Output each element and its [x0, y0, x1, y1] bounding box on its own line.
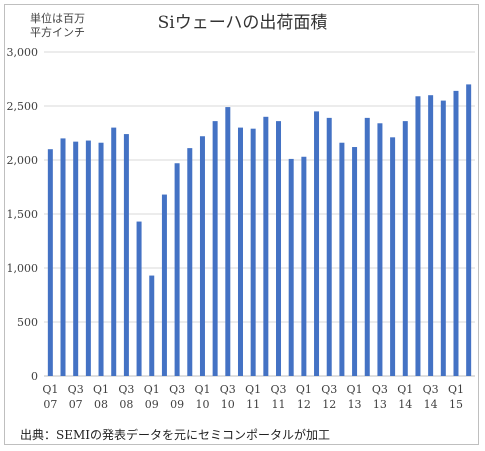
bar: [237, 127, 243, 376]
x-tick-label-year: 09: [170, 398, 184, 411]
bar: [364, 117, 370, 376]
bar: [415, 96, 421, 376]
bar: [174, 163, 180, 376]
x-tick-label-quarter: Q1: [296, 383, 312, 396]
y-tick-label: 2,000: [7, 154, 39, 167]
unit-label: 単位は百万 平方インチ: [30, 12, 120, 40]
bar: [301, 156, 307, 376]
x-tick-label-year: 12: [322, 398, 336, 411]
x-tick-label-year: 14: [398, 398, 412, 411]
x-tick-label-year: 11: [246, 398, 260, 411]
x-tick-label-year: 14: [424, 398, 438, 411]
x-tick-label-quarter: Q3: [169, 383, 185, 396]
x-tick-label-quarter: Q3: [68, 383, 84, 396]
bar: [326, 117, 332, 376]
x-tick-label-quarter: Q3: [321, 383, 337, 396]
bar: [199, 136, 205, 376]
bar: [47, 149, 53, 376]
y-tick-label: 2,500: [7, 100, 39, 113]
bar: [288, 158, 294, 376]
bar: [314, 111, 320, 377]
x-tick-label-year: 07: [43, 398, 57, 411]
x-tick-label-year: 07: [69, 398, 83, 411]
y-tick-label: 1,000: [7, 262, 39, 275]
x-tick-label-year: 13: [373, 398, 387, 411]
bar: [339, 142, 345, 376]
bar: [161, 194, 167, 376]
y-tick-label: 0: [31, 370, 38, 383]
unit-label-line-2: 平方インチ: [30, 26, 85, 39]
x-tick-label-year: 08: [119, 398, 133, 411]
bar: [149, 275, 155, 376]
bar: [85, 140, 91, 376]
bar: [263, 116, 269, 377]
bar: [111, 127, 117, 376]
bar: [390, 137, 396, 376]
bar: [98, 142, 104, 376]
y-tick-label: 1,500: [7, 208, 39, 221]
x-tick-label-year: 13: [348, 398, 362, 411]
bar: [276, 121, 282, 377]
bar: [352, 147, 358, 376]
bar: [402, 121, 408, 377]
y-tick-label: 3,000: [7, 46, 39, 59]
bar: [453, 90, 459, 376]
x-tick-label-quarter: Q1: [245, 383, 261, 396]
bar: [440, 100, 446, 376]
bar: [225, 107, 231, 376]
x-tick-label-year: 15: [449, 398, 463, 411]
bar: [123, 134, 129, 376]
x-tick-label-year: 10: [195, 398, 209, 411]
bar: [428, 95, 434, 376]
x-tick-label-year: 12: [297, 398, 311, 411]
bar: [212, 121, 218, 377]
x-tick-label-quarter: Q3: [270, 383, 286, 396]
x-tick-label-quarter: Q1: [93, 383, 109, 396]
bar: [60, 138, 66, 376]
bar: [250, 128, 256, 376]
x-tick-label-year: 09: [145, 398, 159, 411]
chart-title: Siウェーハの出荷面積: [157, 13, 328, 33]
unit-label-line-1: 単位は百万: [30, 12, 85, 25]
x-tick-label-quarter: Q1: [448, 383, 464, 396]
bar: [136, 221, 142, 376]
source-note: 出典：SEMIの発表データを元にセミコンポータルが加工: [20, 428, 331, 442]
x-tick-label-quarter: Q1: [42, 383, 58, 396]
x-tick-label-year: 10: [221, 398, 235, 411]
x-tick-label-quarter: Q1: [397, 383, 413, 396]
y-tick-label: 500: [17, 316, 38, 329]
x-tick-label-year: 08: [94, 398, 108, 411]
x-tick-label-quarter: Q1: [144, 383, 160, 396]
bar: [187, 148, 193, 376]
bar: [377, 123, 383, 376]
bar: [466, 84, 472, 377]
x-tick-label-quarter: Q1: [194, 383, 210, 396]
x-tick-label-quarter: Q1: [347, 383, 363, 396]
x-tick-label-quarter: Q3: [372, 383, 388, 396]
bar: [73, 141, 79, 376]
x-tick-label-quarter: Q3: [118, 383, 134, 396]
x-tick-label-quarter: Q3: [423, 383, 439, 396]
x-tick-label-year: 11: [272, 398, 286, 411]
x-tick-label-quarter: Q3: [220, 383, 236, 396]
